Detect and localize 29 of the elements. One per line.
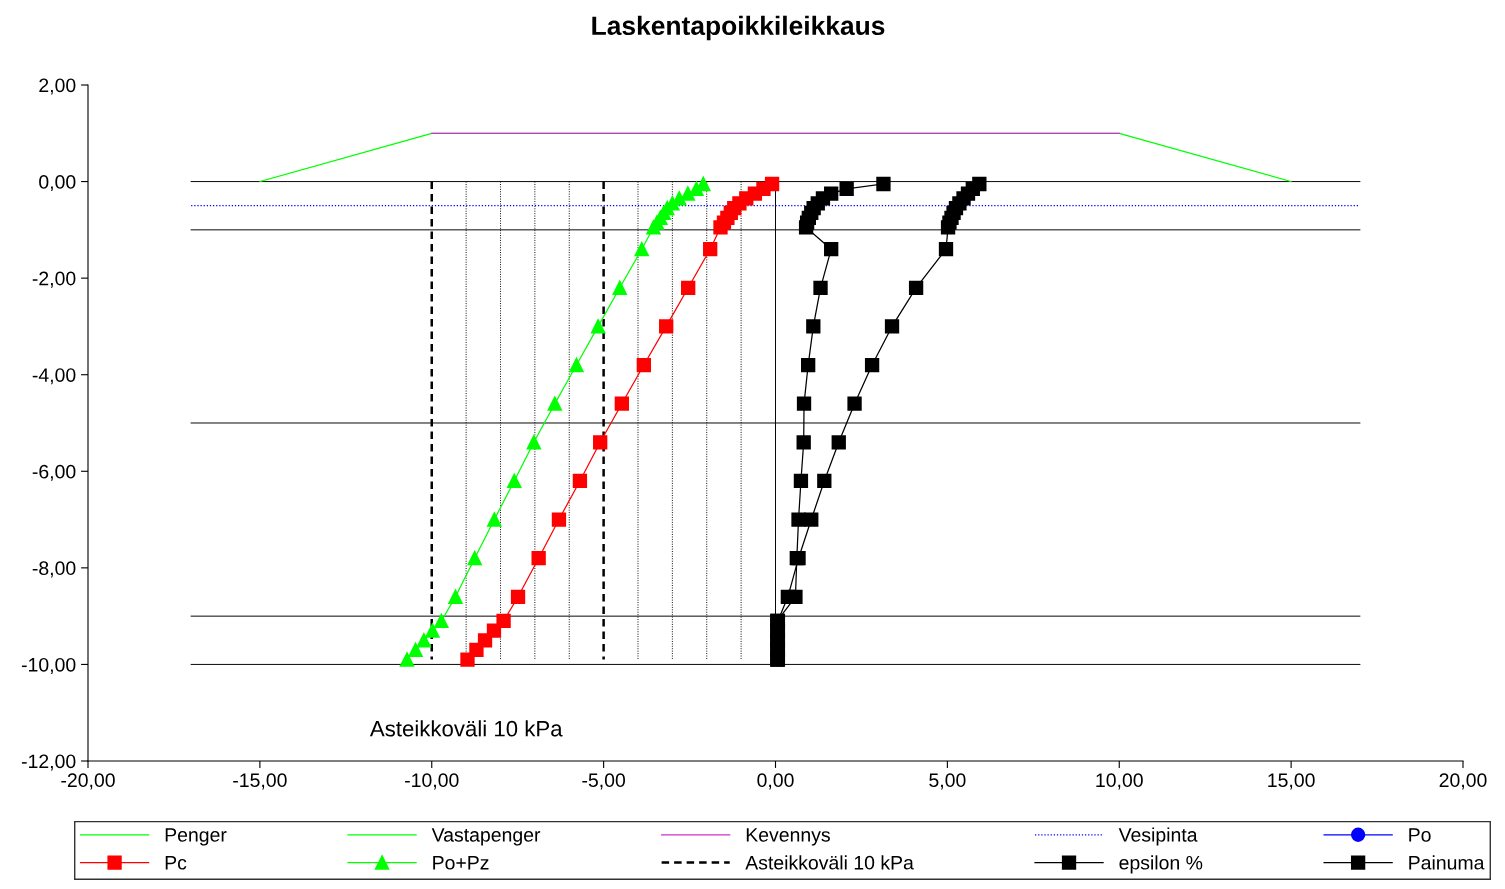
x-tick-label: -20,00 bbox=[61, 773, 115, 790]
legend-label: Penger bbox=[165, 828, 227, 846]
legend-label: Po bbox=[1409, 828, 1431, 842]
x-tick-label: -10,00 bbox=[405, 773, 459, 790]
y-tick-label: -10,00 bbox=[21, 657, 76, 674]
y-tick-label: -2,00 bbox=[32, 271, 76, 288]
legend-label: Vesipinta bbox=[1118, 827, 1198, 846]
y-tick-label: -8,00 bbox=[32, 561, 76, 578]
y-tick-label: -12,00 bbox=[21, 754, 76, 771]
y-tick-label: 2,00 bbox=[39, 78, 76, 95]
legend-label: Pc bbox=[165, 856, 187, 870]
x-tick-label: -15,00 bbox=[233, 773, 287, 790]
x-tick-label: -5,00 bbox=[582, 773, 626, 790]
legend-label: epsilon % bbox=[1119, 855, 1203, 874]
legend-label: Kevennys bbox=[746, 828, 830, 846]
y-tick-label: -6,00 bbox=[32, 464, 76, 481]
legend-label: Po+Pz bbox=[433, 856, 489, 870]
x-tick-label: 10,00 bbox=[1096, 773, 1143, 790]
annotation: Asteikkoväli 10 kPa bbox=[369, 720, 563, 737]
x-tick-label: 0,00 bbox=[757, 773, 794, 790]
legend-label: Vastapenger bbox=[431, 828, 541, 846]
y-tick-label: 0,00 bbox=[39, 175, 76, 192]
x-tick-label: 5,00 bbox=[929, 773, 966, 790]
legend-label: Painuma bbox=[1409, 855, 1485, 870]
chart-title: Laskentapoikkileikkaus bbox=[592, 15, 885, 41]
x-tick-label: 20,00 bbox=[1439, 773, 1487, 790]
legend-label: Asteikkoväli 10 kPa bbox=[745, 855, 914, 870]
y-tick-label: -4,00 bbox=[32, 368, 76, 385]
x-tick-label: 15,00 bbox=[1268, 773, 1315, 790]
